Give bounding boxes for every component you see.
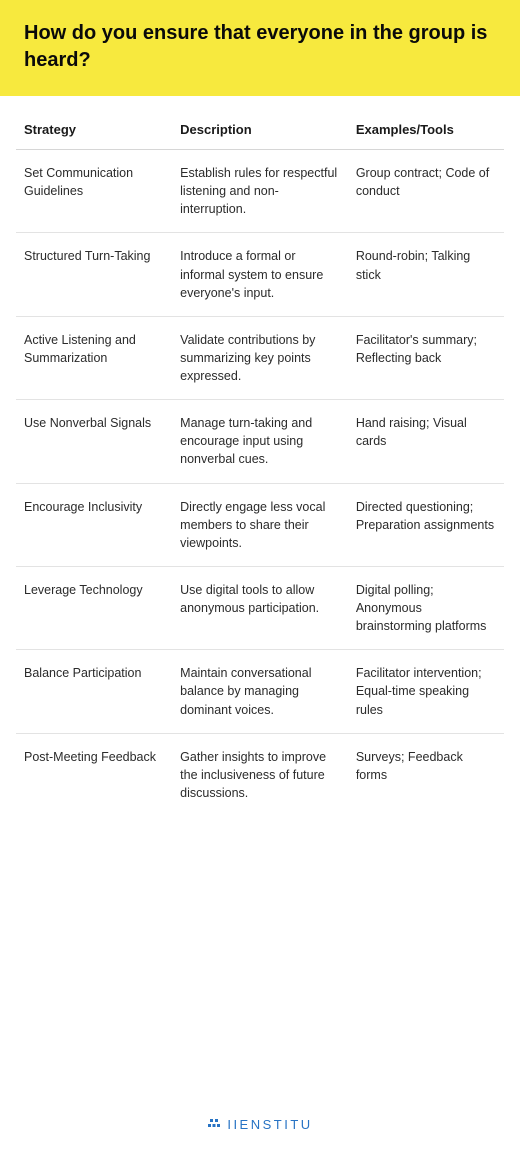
brand-name: IIENSTITU (227, 1117, 312, 1132)
cell-strategy: Post-Meeting Feedback (16, 733, 172, 816)
cell-description: Gather insights to improve the inclusive… (172, 733, 348, 816)
cell-examples: Round-robin; Talking stick (348, 233, 504, 316)
brand-icon (207, 1118, 221, 1132)
cell-strategy: Use Nonverbal Signals (16, 400, 172, 483)
table-row: Post-Meeting Feedback Gather insights to… (16, 733, 504, 816)
page-title: How do you ensure that everyone in the g… (24, 20, 496, 74)
col-header-description: Description (172, 112, 348, 150)
cell-examples: Facilitator intervention; Equal-time spe… (348, 650, 504, 733)
cell-examples: Facilitator's summary; Reflecting back (348, 316, 504, 399)
cell-strategy: Leverage Technology (16, 566, 172, 649)
cell-description: Use digital tools to allow anonymous par… (172, 566, 348, 649)
cell-description: Manage turn-taking and encourage input u… (172, 400, 348, 483)
cell-strategy: Structured Turn-Taking (16, 233, 172, 316)
cell-examples: Hand raising; Visual cards (348, 400, 504, 483)
table-row: Leverage Technology Use digital tools to… (16, 566, 504, 649)
cell-description: Directly engage less vocal members to sh… (172, 483, 348, 566)
table-row: Active Listening and Summarization Valid… (16, 316, 504, 399)
cell-examples: Surveys; Feedback forms (348, 733, 504, 816)
table-row: Structured Turn-Taking Introduce a forma… (16, 233, 504, 316)
col-header-strategy: Strategy (16, 112, 172, 150)
table-wrapper: Strategy Description Examples/Tools Set … (0, 112, 520, 816)
cell-description: Introduce a formal or informal system to… (172, 233, 348, 316)
cell-description: Maintain conversational balance by manag… (172, 650, 348, 733)
cell-strategy: Balance Participation (16, 650, 172, 733)
cell-description: Establish rules for respectful listening… (172, 150, 348, 233)
footer: IIENSTITU (0, 1117, 520, 1132)
table-row: Use Nonverbal Signals Manage turn-taking… (16, 400, 504, 483)
heading-band: How do you ensure that everyone in the g… (0, 0, 520, 96)
table-row: Balance Participation Maintain conversat… (16, 650, 504, 733)
cell-strategy: Encourage Inclusivity (16, 483, 172, 566)
table-row: Set Communication Guidelines Establish r… (16, 150, 504, 233)
table-header-row: Strategy Description Examples/Tools (16, 112, 504, 150)
cell-strategy: Active Listening and Summarization (16, 316, 172, 399)
cell-examples: Directed questioning; Preparation assign… (348, 483, 504, 566)
cell-strategy: Set Communication Guidelines (16, 150, 172, 233)
cell-examples: Group contract; Code of conduct (348, 150, 504, 233)
col-header-examples: Examples/Tools (348, 112, 504, 150)
cell-examples: Digital polling; Anonymous brainstorming… (348, 566, 504, 649)
strategies-table: Strategy Description Examples/Tools Set … (16, 112, 504, 816)
table-row: Encourage Inclusivity Directly engage le… (16, 483, 504, 566)
cell-description: Validate contributions by summarizing ke… (172, 316, 348, 399)
